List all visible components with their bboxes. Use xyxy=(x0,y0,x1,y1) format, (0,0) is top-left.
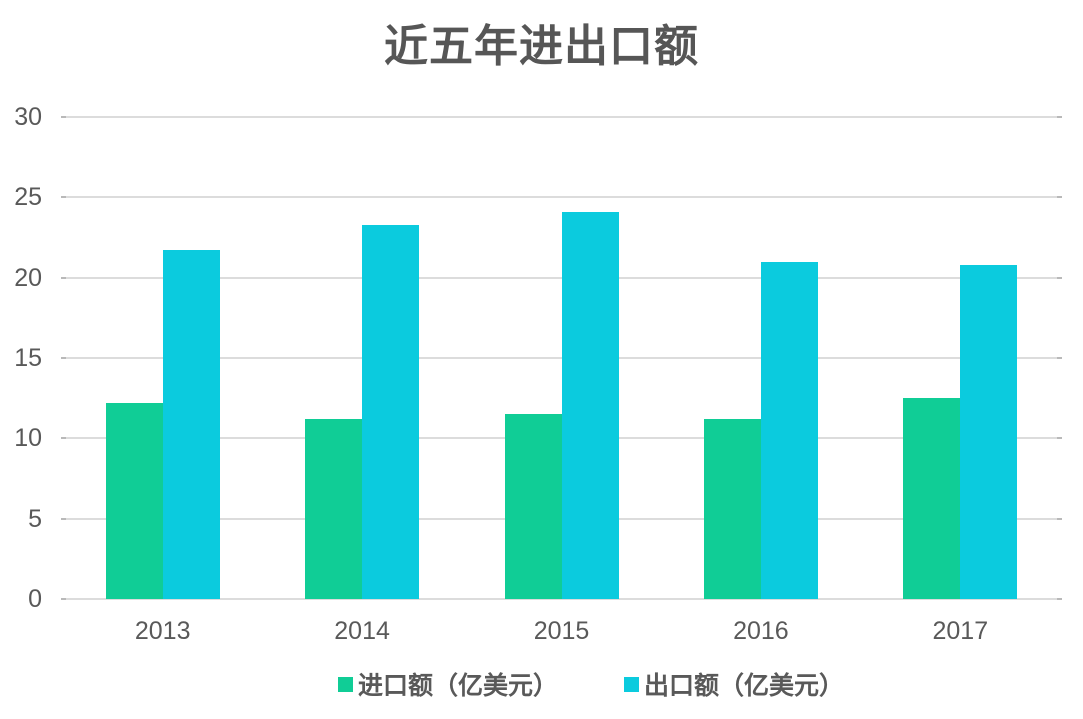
legend-item-import: 进口额（亿美元） xyxy=(338,666,558,702)
bar-export-2016 xyxy=(760,261,818,599)
gridline-0 xyxy=(61,598,1062,600)
grid-tick-right xyxy=(1057,437,1062,440)
legend-label-export: 出口额（亿美元） xyxy=(644,672,845,700)
legend-label-import: 进口额（亿美元） xyxy=(358,672,559,700)
x-axis-label-2015: 2015 xyxy=(533,617,590,645)
bar-export-2014 xyxy=(362,224,420,599)
y-axis-label-5: 5 xyxy=(28,504,42,533)
x-axis-label-2016: 2016 xyxy=(733,617,789,645)
grid-tick-left xyxy=(61,357,66,359)
grid-tick-right xyxy=(1057,517,1062,520)
grid-tick-left xyxy=(61,517,66,520)
legend-swatch-export xyxy=(624,676,640,692)
grid-tick-right xyxy=(1057,276,1062,279)
grid-tick-left xyxy=(61,276,66,279)
y-axis-label-25: 25 xyxy=(14,183,42,212)
grid-tick-left xyxy=(61,196,66,199)
grid-tick-right xyxy=(1057,357,1062,359)
bar-import-2015 xyxy=(504,414,562,599)
bar-export-2015 xyxy=(561,211,619,599)
legend-item-export: 出口额（亿美元） xyxy=(624,666,844,702)
grid-tick-right xyxy=(1057,116,1062,118)
y-axis-label-30: 30 xyxy=(14,103,42,131)
y-axis-label-10: 10 xyxy=(14,424,42,453)
grid-tick-left xyxy=(61,116,66,118)
grid-tick-left xyxy=(61,598,66,600)
gridline-25 xyxy=(61,196,1062,199)
bar-import-2016 xyxy=(703,419,761,599)
gridline-30 xyxy=(61,116,1062,118)
x-axis-label-2013: 2013 xyxy=(134,617,191,645)
grid-tick-right xyxy=(1057,598,1062,600)
bar-import-2014 xyxy=(305,419,363,599)
x-axis-label-2014: 2014 xyxy=(334,617,390,645)
chart-title: 近五年进出口额 xyxy=(384,22,699,71)
y-axis-label-20: 20 xyxy=(14,263,42,292)
legend: 进口额（亿美元） 出口额（亿美元） xyxy=(338,666,844,702)
y-axis-label-0: 0 xyxy=(28,585,42,613)
y-axis-label-15: 15 xyxy=(14,344,42,372)
grid-tick-right xyxy=(1057,196,1062,199)
bar-export-2013 xyxy=(162,250,220,599)
bar-import-2017 xyxy=(903,398,961,599)
grid-tick-left xyxy=(61,437,66,440)
x-axis-label-2017: 2017 xyxy=(932,617,989,645)
legend-swatch-import xyxy=(338,676,353,692)
bar-import-2013 xyxy=(105,402,163,599)
bar-export-2017 xyxy=(960,264,1018,599)
